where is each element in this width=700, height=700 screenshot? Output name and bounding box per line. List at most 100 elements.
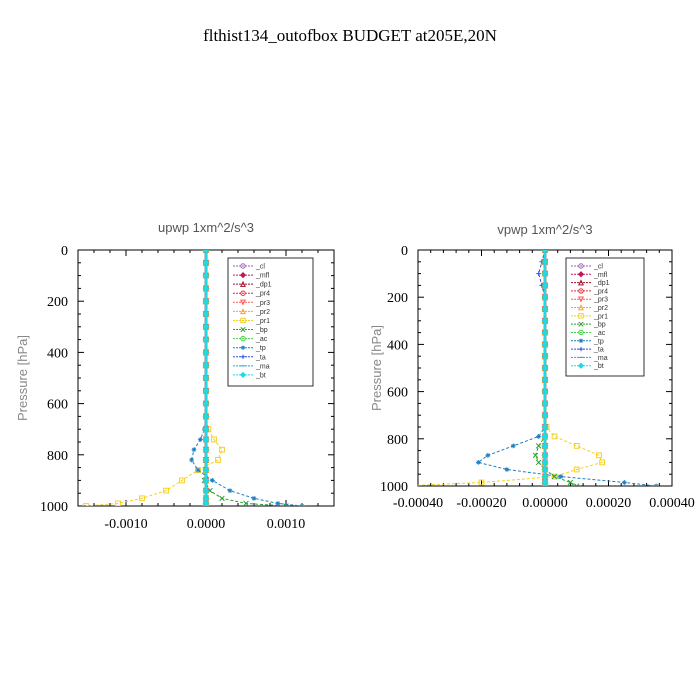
legend: _cl_mfl_dp1_pr4_pr3_pr2_pr1_bp_ac_tp_ta_… (565, 257, 645, 377)
data-point (573, 483, 580, 486)
legend-marker (239, 299, 247, 306)
legend-label: _dp1 (593, 280, 610, 287)
x-tick-label: -0.0010 (104, 517, 147, 532)
x-tick-label: 0.00000 (522, 496, 568, 511)
data-point (202, 285, 210, 292)
upwp-panel: upwp 1xm^2/s^3 Pressure [hPa] 0 200 400 600 80… (15, 220, 335, 532)
legend-label: _bt (593, 363, 604, 370)
data-point (202, 323, 210, 331)
legend-label: _ta (593, 347, 604, 354)
data-point (551, 473, 558, 480)
data-point (243, 500, 249, 506)
data-point (621, 480, 627, 485)
data-point (115, 500, 121, 506)
data-point (202, 374, 210, 382)
legend-marker (577, 271, 585, 278)
data-point (567, 479, 574, 486)
data-point (541, 250, 549, 254)
data-point (179, 477, 185, 484)
legend-label: _mfl (255, 273, 270, 280)
y-tick-label: 600 (47, 398, 68, 413)
data-point (653, 483, 659, 486)
y-tick-label: 800 (47, 449, 68, 464)
x-tick-label: 0.00020 (586, 496, 632, 511)
data-point (202, 297, 210, 305)
x-tick-label: -0.00040 (393, 496, 443, 511)
data-point (202, 387, 210, 395)
data-point (202, 446, 210, 454)
legend-label: _dp1 (255, 282, 272, 289)
data-point (227, 488, 233, 494)
legend-marker (578, 321, 584, 327)
y-tick-label: 200 (387, 291, 408, 306)
data-point (535, 443, 542, 449)
legend-marker (578, 313, 584, 319)
legend-label: _cl (255, 264, 265, 271)
x-tick-label: -0.00020 (456, 496, 506, 511)
data-point (541, 482, 549, 486)
y-tick-label: 0 (61, 244, 68, 259)
data-point (551, 473, 558, 480)
data-point (202, 413, 210, 420)
y-tick-label: 600 (387, 386, 408, 401)
data-point (541, 270, 549, 277)
legend-marker (578, 288, 584, 294)
legend-marker (578, 346, 584, 352)
data-point (485, 452, 491, 458)
data-point (558, 474, 564, 479)
legend-marker (240, 317, 246, 324)
data-point (275, 501, 281, 506)
legend-label: _ta (255, 354, 266, 361)
data-point (202, 400, 210, 407)
data-point (163, 487, 169, 494)
y-tick-label: 200 (47, 295, 68, 310)
data-point (541, 364, 549, 372)
data-point (541, 305, 549, 313)
data-point (202, 349, 210, 356)
data-point (202, 272, 210, 279)
data-point (202, 425, 210, 433)
legend-marker (240, 345, 246, 350)
legend-marker (239, 280, 247, 287)
legend-label: _bp (255, 327, 268, 334)
series-bt (541, 250, 549, 486)
data-point (596, 452, 602, 459)
data-point (202, 250, 210, 254)
data-point (202, 487, 210, 494)
data-point (202, 436, 210, 443)
data-point (541, 341, 549, 348)
legend-marker (240, 263, 246, 269)
y-tick-label: 800 (387, 433, 408, 448)
data-point (541, 317, 549, 325)
legend: _cl_mfl_dp1_pr4_pr3_pr2_pr1_bp_ac_tp_ta_… (227, 257, 314, 387)
x-tick-label: 0.0000 (187, 517, 226, 532)
legend-marker (239, 371, 247, 379)
legend-marker (577, 296, 585, 303)
data-point (541, 258, 549, 266)
plot-area (418, 250, 659, 486)
legend-label: _bp (593, 322, 606, 329)
y-tick-label: 400 (47, 346, 68, 361)
data-point (202, 361, 210, 369)
legend-label: _cl (593, 264, 603, 271)
legend-marker (578, 263, 584, 269)
vpwp-panel: vpwp 1xm^2/s^3 Pressure [hPa] 0 200 400 600 80… (369, 222, 695, 511)
data-point (573, 442, 580, 449)
data-point (202, 456, 210, 464)
data-point (541, 459, 549, 466)
legend-label: _tp (255, 345, 266, 352)
legend-label: _bt (255, 372, 266, 379)
data-point (198, 437, 203, 442)
data-point (541, 423, 549, 431)
legend-label: _ma (593, 355, 608, 362)
data-point (541, 400, 549, 407)
data-point (535, 459, 542, 466)
legend-label: _pr2 (593, 305, 608, 312)
data-point (541, 433, 549, 440)
data-point (139, 495, 145, 502)
data-point (202, 259, 210, 267)
y-axis-label: Pressure [hPa] (369, 325, 384, 411)
y-tick-label: 1000 (380, 480, 408, 495)
data-point (478, 479, 485, 486)
